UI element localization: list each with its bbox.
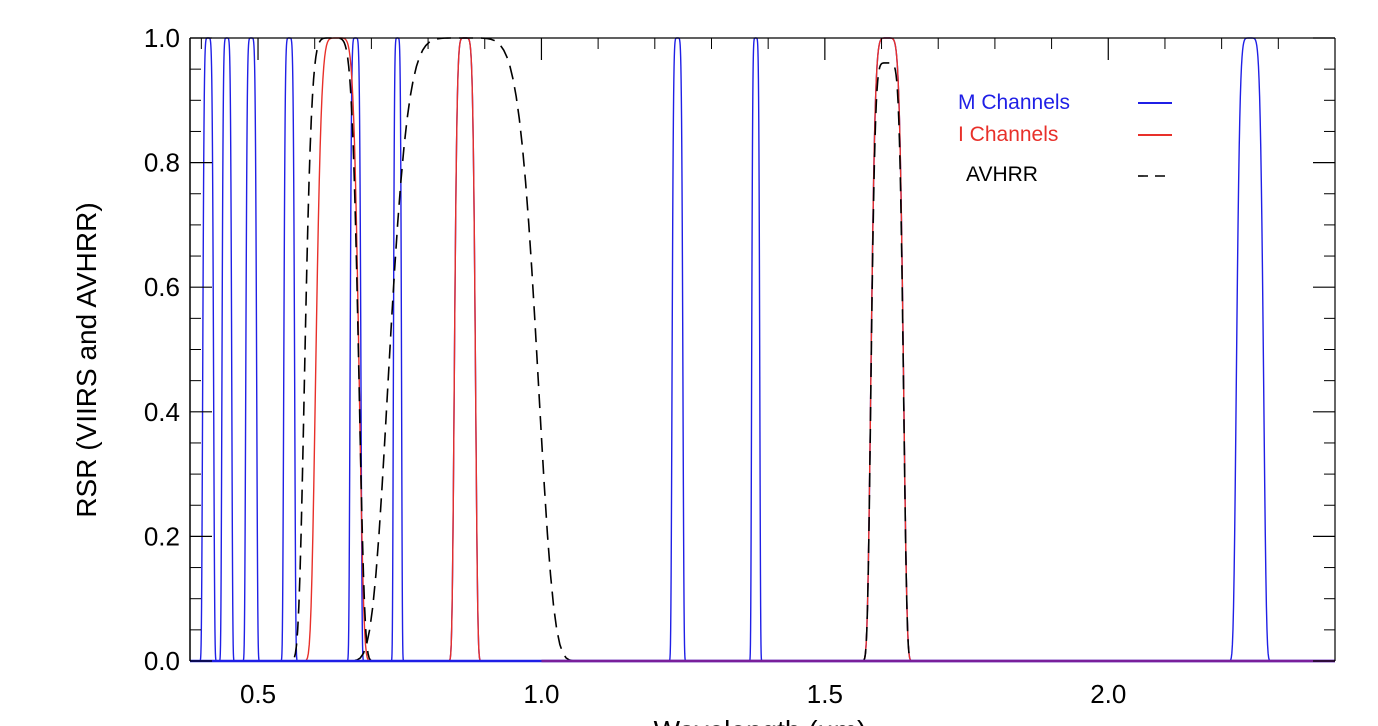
y-tick-label: 0.8 [144, 148, 180, 178]
y-tick-label: 0.6 [144, 272, 180, 302]
series-avhrr-band-3 [839, 62, 935, 662]
series-m-channels-band-2 [212, 37, 242, 662]
series-m-channels-band-9 [743, 37, 768, 662]
legend-label-avhrr: AVHRR [966, 163, 1038, 186]
series-m-channels-band-5 [339, 37, 372, 662]
x-tick-label: 0.5 [240, 679, 276, 709]
series-i-channels-band-3 [839, 37, 935, 662]
y-tick-label: 0.0 [144, 646, 180, 676]
series-m-channels-band-7 [433, 37, 496, 662]
x-tick-label: 1.5 [807, 679, 843, 709]
series-avhrr-band-1 [252, 37, 412, 662]
series-i-channels-band-2 [433, 37, 496, 662]
legend-label-m-channels: M Channels [958, 91, 1070, 114]
y-tick-label: 1.0 [144, 23, 180, 53]
x-axis-label: Wavelength (µm) [654, 715, 867, 726]
series-m-channels-band-10 [839, 37, 935, 662]
series-m-channels-band-3 [235, 37, 268, 662]
x-tick-label: 2.0 [1090, 679, 1126, 709]
y-tick-label: 0.4 [144, 397, 180, 427]
legend-label-i-channels: I Channels [958, 123, 1058, 146]
series-m-channels-band-11 [1210, 37, 1290, 662]
legend: M Channels I Channels AVHRR [948, 78, 1188, 196]
y-tick-label: 0.2 [144, 521, 180, 551]
series-m-channels-band-8 [661, 37, 694, 662]
x-tick-label: 1.0 [523, 679, 559, 709]
series-avhrr-band-2 [244, 37, 682, 662]
ticks: 0.0 0.2 0.4 0.6 0.8 1.0 0.5 1.0 1.5 2.0 [144, 23, 1336, 709]
y-axis-label: RSR (VIIRS and AVHRR) [71, 202, 102, 517]
